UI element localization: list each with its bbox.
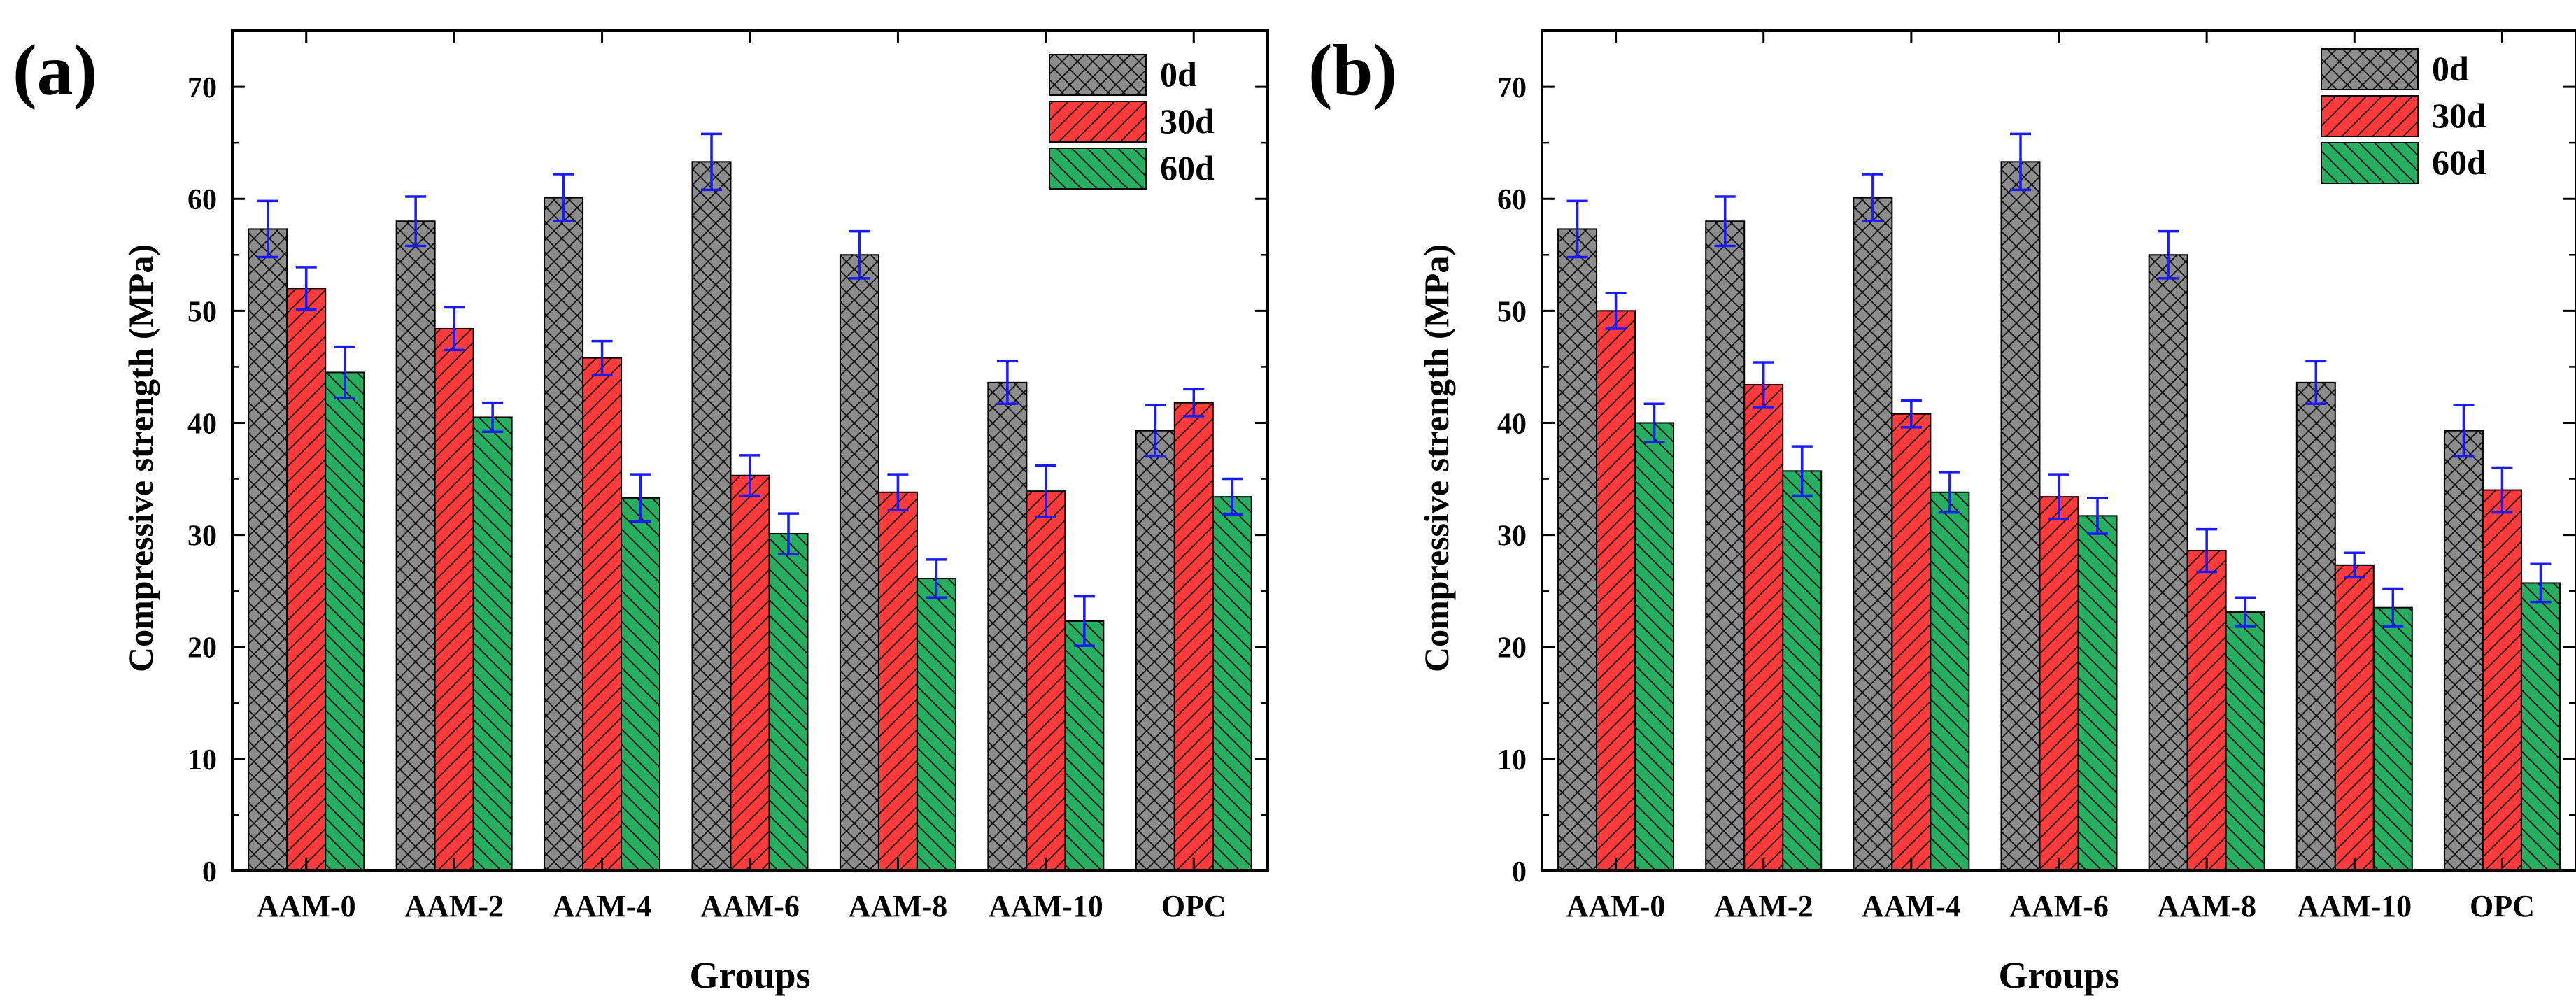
y-tick-label: 10 (187, 744, 217, 776)
bar-hatch-0d-AAM-8 (839, 254, 879, 872)
legend-swatch-hatch-0d (2321, 48, 2419, 90)
bar-hatch-0d-AAM-8 (2148, 254, 2188, 872)
bar-hatch-60d-AAM-6 (2077, 515, 2118, 872)
x-tick-label-AAM-10: AAM-10 (2297, 889, 2412, 923)
bar-hatch-0d-AAM-2 (395, 220, 436, 872)
bar-hatch-30d-AAM-0 (286, 288, 327, 872)
bar-hatch-0d-AAM-6 (691, 161, 732, 872)
bars-layer (1557, 132, 2561, 872)
panel-label: (b) (1308, 30, 1397, 111)
y-tick-label: 30 (187, 520, 217, 553)
x-tick-label-AAM-8: AAM-8 (2157, 889, 2256, 923)
bar-hatch-60d-AAM-10 (1064, 620, 1105, 872)
bar-hatch-0d-AAM-2 (1705, 220, 1746, 872)
y-tick-label: 20 (187, 632, 217, 665)
bar-hatch-60d-OPC (2520, 582, 2561, 872)
x-tick-label-AAM-0: AAM-0 (1566, 889, 1666, 923)
bar-hatch-60d-AAM-0 (325, 371, 365, 872)
bar-hatch-60d-AAM-2 (1782, 470, 1823, 872)
bar-hatch-30d-AAM-8 (2186, 550, 2227, 872)
bar-hatch-0d-AAM-6 (2000, 161, 2041, 872)
x-tick-label-AAM-6: AAM-6 (2009, 889, 2109, 923)
bar-hatch-0d-AAM-10 (987, 381, 1028, 872)
bar-hatch-60d-AAM-4 (1930, 491, 1970, 872)
y-tick-label: 30 (1497, 520, 1527, 553)
bar-hatch-0d-AAM-0 (248, 228, 288, 872)
axes-layer: AAM-0 AAM-2 AAM-4 AAM-6 AAM-8 AAM-10 OPC 0 10 20 3… (1497, 29, 2576, 923)
bar-hatch-30d-AAM-6 (730, 474, 770, 872)
legend-swatch-hatch-60d (2321, 142, 2419, 184)
legend-label-60d: 60d (1160, 148, 1215, 187)
x-tick-label-AAM-8: AAM-8 (849, 889, 948, 923)
x-tick-label-OPC: OPC (1161, 889, 1226, 923)
bar-hatch-60d-AAM-8 (2225, 611, 2265, 872)
x-tick-label-AAM-10: AAM-10 (989, 889, 1103, 923)
legend: 0d 30d 60d (2321, 48, 2486, 184)
bar-hatch-60d-AAM-4 (621, 497, 661, 872)
chart-panel-b: (b) Compressive strength (MPa) Groups AA… (1308, 29, 2576, 996)
y-tick-label: 50 (187, 296, 217, 328)
x-tick-label-AAM-2: AAM-2 (1714, 889, 1813, 923)
bar-hatch-0d-AAM-4 (544, 197, 584, 872)
x-axis-title: Groups (689, 954, 810, 996)
bar-hatch-60d-AAM-8 (916, 578, 956, 872)
x-tick-label-OPC: OPC (2470, 889, 2535, 923)
x-tick-label-AAM-4: AAM-4 (553, 889, 652, 923)
y-axis-title: Compressive strength (MPa) (121, 244, 160, 672)
y-axis-title: Compressive strength (MPa) (1417, 244, 1456, 672)
legend-label-60d: 60d (2432, 143, 2486, 182)
y-tick-label: 60 (1497, 184, 1527, 216)
x-tick-label-AAM-2: AAM-2 (404, 889, 504, 923)
axes-layer: AAM-0 AAM-2 AAM-4 AAM-6 AAM-8 AAM-10 OPC 0 10 20 3… (187, 29, 1269, 923)
x-axis-title: Groups (1998, 954, 2119, 996)
bar-hatch-60d-AAM-10 (2372, 606, 2413, 872)
legend-label-0d: 0d (2432, 49, 2469, 88)
bar-hatch-30d-AAM-6 (2039, 496, 2079, 872)
y-tick-label: 20 (1497, 632, 1527, 665)
bar-hatch-30d-OPC (1173, 402, 1214, 872)
bar-hatch-30d-AAM-4 (582, 357, 623, 872)
legend: 0d 30d 60d (1049, 54, 1215, 190)
bar-hatch-30d-AAM-4 (1891, 413, 1932, 872)
y-tick-label: 0 (202, 856, 217, 888)
x-tick-label-AAM-4: AAM-4 (1862, 889, 1961, 923)
legend-label-30d: 30d (2432, 96, 2486, 135)
legend-swatch-hatch-30d (1049, 101, 1147, 143)
bar-hatch-30d-AAM-10 (1026, 490, 1066, 872)
panel-label: (a) (13, 30, 97, 111)
y-tick-label: 70 (187, 72, 217, 104)
bar-hatch-30d-AAM-10 (2334, 564, 2375, 872)
legend-label-0d: 0d (1160, 55, 1197, 94)
bar-hatch-60d-AAM-0 (1634, 422, 1675, 872)
bar-hatch-0d-AAM-4 (1853, 197, 1893, 872)
legend-swatch-hatch-60d (1049, 148, 1147, 190)
legend-swatch-hatch-0d (1049, 54, 1147, 96)
bar-hatch-60d-OPC (1212, 496, 1252, 872)
legend-label-30d: 30d (1160, 101, 1215, 141)
bar-hatch-60d-AAM-6 (768, 532, 809, 872)
legend-swatch-hatch-30d (2321, 95, 2419, 137)
y-tick-label: 0 (1512, 856, 1527, 888)
y-tick-label: 10 (1497, 744, 1527, 776)
bar-hatch-60d-AAM-2 (472, 416, 513, 872)
y-tick-label: 40 (1497, 408, 1527, 440)
bar-hatch-0d-OPC (1135, 430, 1175, 872)
bar-hatch-30d-AAM-8 (877, 491, 918, 872)
bar-hatch-0d-AAM-10 (2295, 381, 2336, 872)
bar-hatch-30d-AAM-2 (1743, 384, 1784, 872)
bar-hatch-30d-AAM-2 (434, 327, 474, 872)
bar-hatch-30d-AAM-0 (1596, 310, 1636, 872)
x-tick-label-AAM-0: AAM-0 (257, 889, 356, 923)
x-tick-label-AAM-6: AAM-6 (700, 889, 800, 923)
y-tick-label: 60 (187, 184, 217, 216)
y-tick-label: 50 (1497, 296, 1527, 328)
bar-hatch-30d-OPC (2482, 489, 2522, 872)
chart-panel-a: (a) Compressive strength (MPa) Groups AA… (13, 29, 1269, 996)
bar-hatch-0d-OPC (2443, 430, 2484, 872)
y-tick-label: 70 (1497, 72, 1527, 104)
bar-hatch-0d-AAM-0 (1557, 228, 1598, 872)
y-tick-label: 40 (187, 408, 217, 440)
bars-layer (248, 132, 1252, 872)
